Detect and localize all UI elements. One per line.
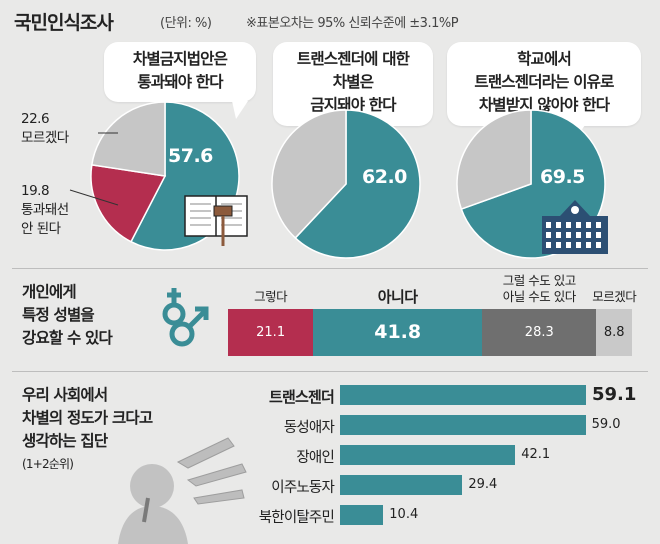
stacked-segment-4: 8.8 bbox=[596, 309, 632, 356]
unit-label: (단위: %) bbox=[160, 16, 212, 31]
bubble-1-line-2: 통과돼야 한다 bbox=[137, 73, 223, 91]
pie-3-value-label: 69.5 bbox=[540, 166, 585, 188]
pie-1-unknown-value: 22.6 bbox=[21, 111, 50, 127]
bubble-3-line-1: 학교에서 bbox=[517, 50, 572, 68]
bubble-2-line-3: 금지돼야 한다 bbox=[310, 96, 396, 114]
bubble-1-line-1: 차별금지법안은 bbox=[132, 50, 228, 68]
pie-charts bbox=[69, 101, 608, 259]
school-building-icon bbox=[542, 200, 608, 254]
question-gender-line-3: 강요할 수 있다 bbox=[22, 329, 113, 347]
hbar-value-4: 29.4 bbox=[468, 477, 498, 492]
hbar-value-1: 59.1 bbox=[592, 384, 637, 405]
pie-1-oppose-value: 19.8 bbox=[21, 183, 50, 199]
pie-1-unknown-label: 모르겠다 bbox=[21, 130, 69, 146]
hbar-bar-1 bbox=[340, 385, 586, 405]
gender-symbols-icon bbox=[162, 288, 209, 347]
stacked-segment-3: 28.3 bbox=[482, 309, 597, 356]
question-gender-line-1: 개인에게 bbox=[22, 283, 77, 301]
divider-top bbox=[12, 268, 648, 269]
pie-1-slice-3 bbox=[90, 101, 166, 177]
pie-3-slice-2 bbox=[456, 109, 532, 211]
divider-bottom bbox=[12, 371, 648, 372]
hbar-value-3: 42.1 bbox=[521, 447, 551, 462]
stacked-segment-3-label-line-1: 그럴 수도 있고 bbox=[502, 273, 576, 288]
pie-1-oppose-label-line-1: 통과돼선 bbox=[21, 202, 69, 218]
stacked-segment-4-label-line-1: 모르겠다 bbox=[592, 289, 637, 304]
pie-2-value-label: 62.0 bbox=[362, 166, 407, 188]
hbar-category-1: 트랜스젠더 bbox=[268, 388, 335, 406]
question-discrimination-line-1: 우리 사회에서 bbox=[22, 386, 108, 404]
sampling-note: ※표본오차는 95% 신뢰수준에 ±3.1%P bbox=[246, 16, 459, 31]
hbar-category-5: 북한이탈주민 bbox=[258, 510, 335, 526]
pie-2-slice-1 bbox=[294, 109, 421, 259]
stacked-segment-1-label: 그렇다 bbox=[208, 289, 333, 305]
stacked-segment-2-label-line-1: 아니다 bbox=[377, 288, 418, 306]
question-discrimination-line-2: 차별의 정도가 크다고 bbox=[22, 409, 153, 427]
pie-1-oppose-leader bbox=[69, 189, 119, 206]
bubble-3-line-2: 트랜스젠더라는 이유로 bbox=[474, 73, 614, 91]
hbar-bar-2 bbox=[340, 415, 586, 435]
question-gender-line-2: 특정 성별을 bbox=[22, 306, 95, 324]
stacked-segment-2: 41.8 bbox=[313, 309, 483, 356]
question-discrimination-title: 우리 사회에서 차별의 정도가 크다고 생각하는 집단 (1+2순위) bbox=[22, 384, 153, 476]
hbar-bar-4 bbox=[340, 475, 463, 495]
question-discrimination-line-3: 생각하는 집단 bbox=[22, 432, 108, 450]
hbar-category-2: 동성애자 bbox=[283, 420, 335, 436]
stacked-segment-1: 21.1 bbox=[228, 309, 314, 356]
pie-1-value-label: 57.6 bbox=[168, 145, 213, 167]
stacked-segment-3-label-line-2: 아닐 수도 있다 bbox=[502, 289, 576, 304]
stacked-segment-2-label: 아니다 bbox=[293, 289, 502, 305]
book-gavel-icon bbox=[184, 195, 248, 246]
stacked-segment-4-label: 모르겠다 bbox=[576, 289, 652, 305]
hbar-bar-5 bbox=[340, 505, 384, 525]
pie-1-oppose-label-line-2: 안 된다 bbox=[21, 221, 61, 237]
bubble-3-line-3: 차별받지 않아야 한다 bbox=[478, 96, 610, 114]
pointing-hands-icon bbox=[118, 437, 247, 544]
hbar-value-2: 59.0 bbox=[591, 417, 621, 432]
pie-1-slice-2 bbox=[90, 164, 167, 243]
question-discrimination-subtitle: (1+2순위) bbox=[22, 457, 74, 471]
hbar-bar-3 bbox=[340, 445, 516, 465]
pie-2-slice-2 bbox=[271, 109, 347, 240]
page-title: 국민인식조사 bbox=[14, 12, 114, 34]
bubble-2-line-1: 트랜스젠더에 대한 bbox=[296, 50, 410, 68]
stacked-segment-3-label: 그럴 수도 있고 아닐 수도 있다 bbox=[462, 273, 616, 305]
hbar-category-4: 이주노동자 bbox=[271, 480, 335, 496]
hbar-value-5: 10.4 bbox=[389, 507, 419, 522]
bubble-2-line-2: 차별은 bbox=[332, 73, 374, 91]
question-bubble-1: 차별금지법안은 통과돼야 한다 bbox=[104, 42, 256, 119]
hbar-category-3: 장애인 bbox=[296, 450, 334, 466]
stacked-segment-1-label-line-1: 그렇다 bbox=[254, 289, 288, 304]
question-gender-title: 개인에게 특정 성별을 강요할 수 있다 bbox=[22, 281, 113, 350]
